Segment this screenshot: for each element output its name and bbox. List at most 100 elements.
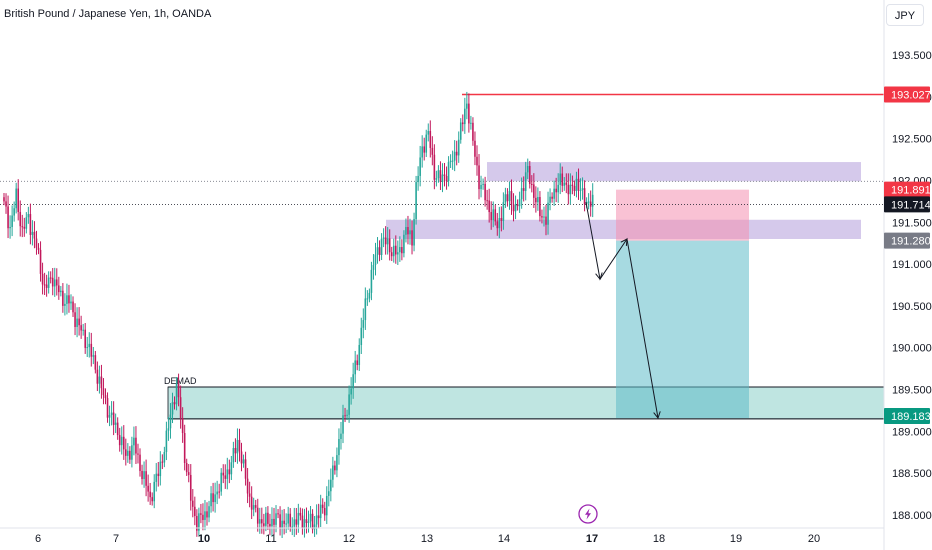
candle <box>228 459 231 484</box>
candle-body <box>561 173 564 186</box>
candle-body <box>177 383 180 398</box>
candle-body <box>62 290 64 306</box>
candle <box>559 163 562 195</box>
candle-body <box>139 454 141 471</box>
candle-body <box>301 515 304 529</box>
candle <box>191 489 194 518</box>
candle <box>35 230 38 255</box>
candle-body <box>281 520 283 529</box>
candle <box>441 163 444 193</box>
price-tick-label: 191.000 <box>892 259 932 271</box>
candle <box>571 175 574 195</box>
candle-body <box>179 397 182 419</box>
candle <box>202 503 204 531</box>
candle-body <box>165 430 168 452</box>
candle-body <box>198 513 200 531</box>
candle <box>27 206 30 224</box>
candle <box>179 385 182 429</box>
candle <box>575 171 578 198</box>
candle-body <box>524 172 527 191</box>
candle-body <box>587 201 590 203</box>
candle-body <box>194 506 196 517</box>
candle <box>226 457 229 490</box>
candle <box>390 246 393 262</box>
price-tag-label: 189.183 <box>891 411 931 423</box>
candle <box>76 307 78 338</box>
candle <box>25 212 28 234</box>
candles-layer <box>3 91 594 539</box>
candle-body <box>429 131 432 148</box>
candle <box>244 451 247 486</box>
candle <box>528 160 531 189</box>
candle <box>129 446 131 464</box>
candle <box>378 240 381 262</box>
candle <box>250 486 253 520</box>
candle-body <box>360 327 363 345</box>
candle <box>60 286 62 297</box>
candle-body <box>358 344 361 365</box>
candle <box>545 204 547 236</box>
candle-body <box>321 504 324 508</box>
candle <box>494 204 497 226</box>
lightning-icon[interactable] <box>578 504 598 524</box>
candle <box>417 166 419 191</box>
candle-body <box>291 526 294 528</box>
candle <box>135 426 137 464</box>
currency-selector[interactable]: JPY <box>886 4 924 26</box>
candle-body <box>403 234 405 254</box>
candle-body <box>421 146 423 158</box>
candle <box>224 464 227 489</box>
candle <box>94 350 97 374</box>
candle-body <box>86 347 89 349</box>
arrow-head-target <box>653 411 661 420</box>
price-tag-label: 191.891 <box>891 185 931 197</box>
candle-body <box>149 491 151 498</box>
candle-body <box>43 284 46 286</box>
candle <box>557 173 559 203</box>
candle <box>581 177 584 200</box>
candle-body <box>202 514 204 520</box>
time-axis[interactable]: 6 7 10 11 12 13 14 17 18 19 20 <box>35 533 820 545</box>
candle <box>354 350 356 383</box>
candle <box>185 458 188 476</box>
candle <box>488 188 490 223</box>
candle-body <box>336 455 338 471</box>
candle-body <box>388 238 391 253</box>
candle <box>248 481 251 508</box>
candle-body <box>37 247 40 250</box>
candle-body <box>307 521 310 523</box>
candle <box>62 283 64 313</box>
candle-body <box>120 436 123 446</box>
candle-body <box>275 513 277 525</box>
candle <box>100 364 103 399</box>
candle <box>457 131 460 163</box>
candle-body <box>112 412 115 425</box>
candle <box>161 454 164 470</box>
candle-body <box>5 201 7 207</box>
candle <box>92 346 95 365</box>
candle-body <box>470 122 472 124</box>
candle-body <box>528 165 531 184</box>
candle <box>19 200 22 237</box>
candle <box>407 215 409 245</box>
candle <box>155 463 158 492</box>
candle-body <box>206 511 208 518</box>
candle <box>344 407 346 423</box>
time-tick-label: 12 <box>343 533 355 545</box>
candle-body <box>196 516 198 531</box>
candle-body <box>405 227 407 235</box>
price-tag: 191.891 <box>884 181 931 198</box>
candle-body <box>575 178 578 192</box>
candle-body <box>506 194 509 202</box>
candle <box>88 332 91 358</box>
candle <box>433 144 436 190</box>
candle-body <box>451 160 454 162</box>
candle-body <box>66 295 68 304</box>
candle <box>315 504 318 535</box>
candle-body <box>265 512 267 526</box>
candle-body <box>323 507 326 516</box>
candle <box>413 212 415 252</box>
candle <box>246 468 249 504</box>
candle-body <box>350 388 352 395</box>
